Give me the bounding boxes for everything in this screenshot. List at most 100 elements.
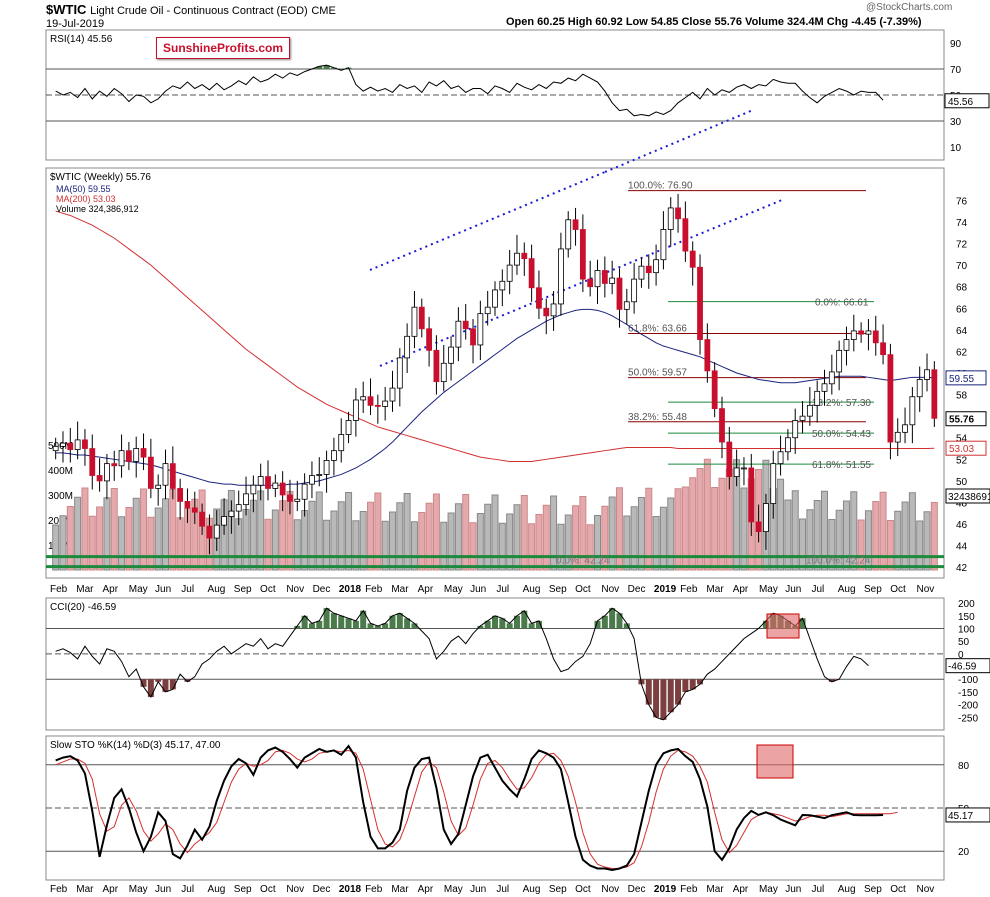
- cci-high-fill: [294, 625, 301, 629]
- candle-body: [638, 265, 645, 280]
- cci-low-fill: [682, 679, 689, 692]
- volume-bar: [689, 477, 697, 571]
- price-tick-label: 72: [956, 240, 968, 251]
- sto-x-label: Jun: [470, 884, 486, 895]
- volume-bar: [908, 492, 916, 571]
- volume-bar: [381, 520, 389, 571]
- fib-lower-label: 61.8%: 51.55: [812, 460, 871, 471]
- cci-highlight-box: [766, 613, 800, 639]
- volume-bar: [791, 490, 799, 571]
- price-tick-label: 42: [956, 563, 968, 574]
- volume-bar: [594, 515, 602, 571]
- price-x-label: Mar: [391, 584, 409, 595]
- volume-bar: [586, 524, 594, 571]
- volume-bar: [345, 492, 353, 571]
- volume-bar: [293, 519, 301, 571]
- candle-body: [104, 463, 110, 482]
- volume-bar: [703, 458, 711, 571]
- sto-x-label: Feb: [680, 884, 698, 895]
- candle-body: [565, 219, 572, 250]
- volume-bar: [659, 506, 667, 571]
- candle-body: [455, 320, 462, 348]
- header-symbol: $WTIC Light Crude Oil - Continuous Contr…: [46, 2, 336, 17]
- price-x-label: Feb: [50, 584, 68, 595]
- candle-body: [338, 434, 345, 452]
- candle-body: [345, 420, 352, 435]
- cci-low-fill: [660, 679, 667, 720]
- volume-bar: [520, 495, 528, 571]
- candle-body: [118, 450, 125, 467]
- volume-bar: [301, 510, 309, 571]
- price-tick-label: 50: [956, 477, 968, 488]
- cci-high-fill: [616, 613, 623, 629]
- price-tick-label: 74: [956, 218, 968, 229]
- exchange: CME: [311, 5, 336, 17]
- candle-body: [352, 399, 359, 421]
- sto-x-label: Oct: [575, 884, 591, 895]
- price-x-label: Nov: [601, 584, 619, 595]
- cci-high-fill: [499, 618, 506, 629]
- volume-bar: [359, 511, 367, 571]
- rsi-title-bg: [48, 32, 168, 45]
- price-x-label: 2018: [339, 584, 362, 595]
- candle-body: [221, 516, 227, 526]
- fib-upper-label: 38.2%: 55.48: [628, 412, 687, 423]
- price-legend-entry: MA(200) 53.03: [56, 194, 116, 204]
- price-x-label: Sep: [549, 584, 567, 595]
- candle-body: [887, 354, 894, 443]
- cci-tick-label: -250: [958, 713, 978, 724]
- candle-body: [755, 521, 762, 533]
- cci-high-fill: [521, 610, 528, 629]
- volume-last-label: 324386912: [948, 492, 990, 503]
- candle-body: [550, 303, 557, 317]
- price-x-label: 2019: [654, 584, 677, 595]
- candle-body: [147, 456, 154, 489]
- candle-body: [169, 463, 176, 489]
- candle-body: [155, 484, 162, 489]
- candle-body: [667, 207, 674, 230]
- rsi-tick-label: 30: [950, 117, 962, 128]
- rsi-tick-label: 70: [950, 65, 962, 76]
- fib-upper-label: 50.0%: 59.57: [628, 368, 687, 379]
- candle-body: [374, 404, 381, 407]
- cci-last-box: [945, 658, 990, 674]
- sto-x-label: Aug: [838, 884, 856, 895]
- candle-body: [799, 415, 806, 421]
- cci-low-fill: [645, 679, 652, 705]
- price-x-label: Jul: [181, 584, 194, 595]
- candle-body: [96, 475, 103, 482]
- volume-bar: [476, 513, 484, 571]
- candle-body: [140, 448, 147, 458]
- volume-bar: [711, 487, 719, 571]
- cci-high-fill: [308, 623, 315, 629]
- volume-bar: [572, 505, 580, 571]
- volume-bar: [147, 516, 155, 571]
- candle-body: [916, 379, 923, 398]
- watermark: @StockCharts.com: [866, 2, 953, 13]
- volume-bar: [630, 506, 638, 571]
- volume-bar: [308, 500, 316, 571]
- fib-lower-label: 50.0%: 54.43: [812, 429, 871, 440]
- candle-body: [726, 441, 733, 477]
- volume-bar: [615, 487, 623, 571]
- candle-body: [880, 342, 886, 356]
- candle-body: [206, 525, 213, 539]
- volume-bar: [696, 468, 704, 571]
- sto-x-label: Jun: [155, 884, 171, 895]
- cci-low-fill: [162, 679, 169, 692]
- candle-body: [704, 339, 711, 372]
- rsi-overbought-fill: [316, 66, 323, 69]
- cci-high-fill: [316, 620, 323, 629]
- price-tick-label: 44: [956, 542, 968, 553]
- price-x-label: Feb: [365, 584, 383, 595]
- cci-tick-label: 50: [958, 637, 970, 648]
- cci-tick-label: -150: [958, 688, 978, 699]
- brand-badge: SunshineProfits.com: [156, 37, 290, 59]
- price-legend-entry: MA(50) 59.55: [56, 184, 111, 194]
- rsi-tick-label: 10: [950, 143, 962, 154]
- price-x-label: Dec: [313, 584, 331, 595]
- candle-body: [770, 463, 777, 504]
- candle-body: [82, 439, 88, 449]
- volume-bar: [410, 521, 418, 571]
- volume-bar: [564, 514, 572, 571]
